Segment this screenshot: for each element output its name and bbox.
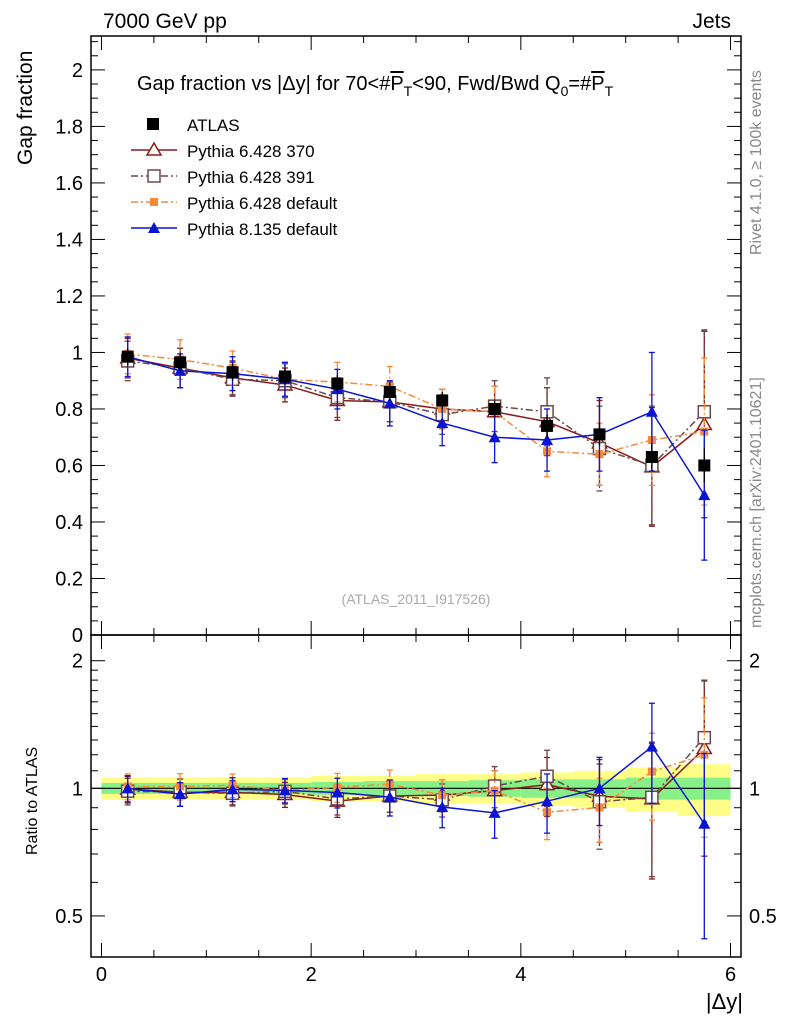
- atlas-point: [278, 370, 291, 383]
- series-line: [127, 357, 705, 468]
- ratio-series-line: [127, 737, 705, 803]
- ratio-point: [593, 782, 606, 794]
- atlas-point: [645, 450, 658, 463]
- ratio-point: [331, 786, 344, 798]
- atlas-point: [593, 428, 606, 441]
- legend: ATLAS Pythia 6.428 370 Pythia 6.428 391 Pyt…: [131, 116, 338, 239]
- chart-title: Gap fraction vs |Δy| for 70<#PT<90, Fwd/…: [137, 73, 614, 99]
- data-point: [698, 489, 711, 501]
- legend-entry-pythia-6-428-391: Pythia 6.428 391: [131, 168, 315, 187]
- x-tick-label: 0: [96, 964, 107, 986]
- ratio-series-line: [127, 747, 705, 802]
- ratio-point: [226, 783, 239, 795]
- y-tick-label: 0: [72, 625, 83, 647]
- ratio-point: [121, 782, 134, 794]
- mcplots-label: mcplots.cern.ch [arXiv:2401.10621]: [748, 377, 765, 628]
- x-tick-label: 6: [725, 964, 736, 986]
- data-point: [383, 397, 396, 409]
- atlas-point: [436, 394, 449, 407]
- ratio-tick-label: 0.5: [55, 906, 83, 928]
- y-axis-label: Gap fraction: [14, 51, 37, 165]
- ratio-series-pythia-8-135-default: [121, 702, 711, 940]
- x-tick-label: 4: [515, 964, 526, 986]
- legend-entry-pythia-8-135-default: Pythia 8.135 default: [131, 220, 338, 239]
- ratio-tick-label-right: 1: [749, 778, 760, 800]
- atlas-point: [541, 419, 554, 432]
- y-tick-label: 1: [72, 342, 83, 364]
- header-left: 7000 GeV pp: [103, 10, 227, 33]
- legend-label: Pythia 6.428 391: [187, 168, 315, 187]
- atlas-point: [331, 377, 344, 390]
- x-tick-label: 2: [306, 964, 317, 986]
- atlas-point: [383, 386, 396, 399]
- ratio-axis-ticks: 0.5 0.5 1 1 2 2: [55, 651, 777, 928]
- ratio-series-line: [127, 754, 705, 813]
- atlas-point: [121, 350, 134, 363]
- x-axis-ticks: 0 2 4 6: [96, 36, 736, 986]
- atlas-point: [226, 366, 239, 379]
- atlas-point: [174, 356, 187, 369]
- atlas-point: [698, 459, 711, 472]
- legend-label: Pythia 8.135 default: [187, 220, 338, 239]
- ratio-point: [698, 817, 711, 829]
- x-axis-label: |Δy|: [706, 989, 743, 1014]
- legend-entry-pythia-6-428-370: Pythia 6.428 370: [131, 141, 315, 161]
- title-pt: P: [390, 73, 403, 95]
- ratio-point: [436, 800, 449, 812]
- y-tick-label: 1.4: [55, 229, 83, 251]
- data-point: [436, 417, 449, 429]
- legend-marker-atlas: [147, 118, 159, 130]
- y-tick-label: 0.6: [55, 455, 83, 477]
- ratio-tick-label: 2: [72, 651, 83, 673]
- ratio-series-pythia-6-428-default: [123, 697, 709, 843]
- data-point: [488, 431, 501, 443]
- y-tick-label: 0.4: [55, 512, 83, 534]
- header-right: Jets: [692, 10, 731, 33]
- y-tick-label: 1.6: [55, 173, 83, 195]
- ratio-tick-label-right: 0.5: [749, 906, 777, 928]
- y-tick-label: 0.2: [55, 568, 83, 590]
- ratio-point: [645, 740, 658, 752]
- rivet-label: Rivet 4.1.0, ≥ 100k events: [748, 70, 765, 255]
- legend-entry-atlas: ATLAS: [147, 116, 240, 135]
- analysis-watermark: (ATLAS_2011_I917526): [342, 591, 491, 607]
- ratio-tick-label: 1: [72, 778, 83, 800]
- y-tick-label: 1.2: [55, 286, 83, 308]
- legend-label-atlas: ATLAS: [187, 116, 240, 135]
- ratio-point: [383, 791, 396, 803]
- legend-marker: [148, 222, 160, 233]
- series-line: [127, 355, 705, 496]
- series-pythia-6-428-370: [119, 330, 713, 527]
- y-axis-ticks: 0 0.2 0.4 0.6 0.8 1 1.2 1.4 1.6 1.8 2: [55, 41, 741, 647]
- atlas-point: [488, 402, 501, 415]
- ratio-point: [174, 788, 187, 800]
- legend-entry-pythia-6-428-default: Pythia 6.428 default: [131, 194, 338, 213]
- ratio-series-line: [127, 745, 705, 825]
- series-pythia-6-428-391: [120, 329, 712, 526]
- legend-marker: [150, 198, 158, 206]
- legend-label: Pythia 6.428 370: [187, 142, 315, 161]
- series-line: [127, 353, 705, 455]
- legend-marker: [147, 169, 161, 183]
- y-tick-label: 1.8: [55, 116, 83, 138]
- legend-marker: [145, 141, 163, 156]
- series-pythia-6-428-default: [123, 333, 709, 506]
- data-point: [541, 434, 554, 446]
- ratio-tick-label-right: 2: [749, 651, 760, 673]
- title-pt-2: P: [591, 73, 604, 95]
- data-point: [645, 405, 658, 417]
- ratio-point: [541, 795, 554, 807]
- main-plot: 0 0.2 0.4 0.6 0.8 1 1.2 1.4 1.6 1.8 2: [55, 35, 742, 647]
- ratio-point: [278, 784, 291, 796]
- y-tick-label: 2: [72, 60, 83, 82]
- series-atlas: [121, 348, 711, 483]
- ratio-plot: 0 2 4 6 0.5 0.5 1 1 2 2: [55, 36, 777, 986]
- ratio-axis-label: Ratio to ATLAS: [24, 747, 41, 855]
- legend-label: Pythia 6.428 default: [187, 194, 338, 213]
- y-tick-label: 0.8: [55, 399, 83, 421]
- ratio-point: [488, 806, 501, 818]
